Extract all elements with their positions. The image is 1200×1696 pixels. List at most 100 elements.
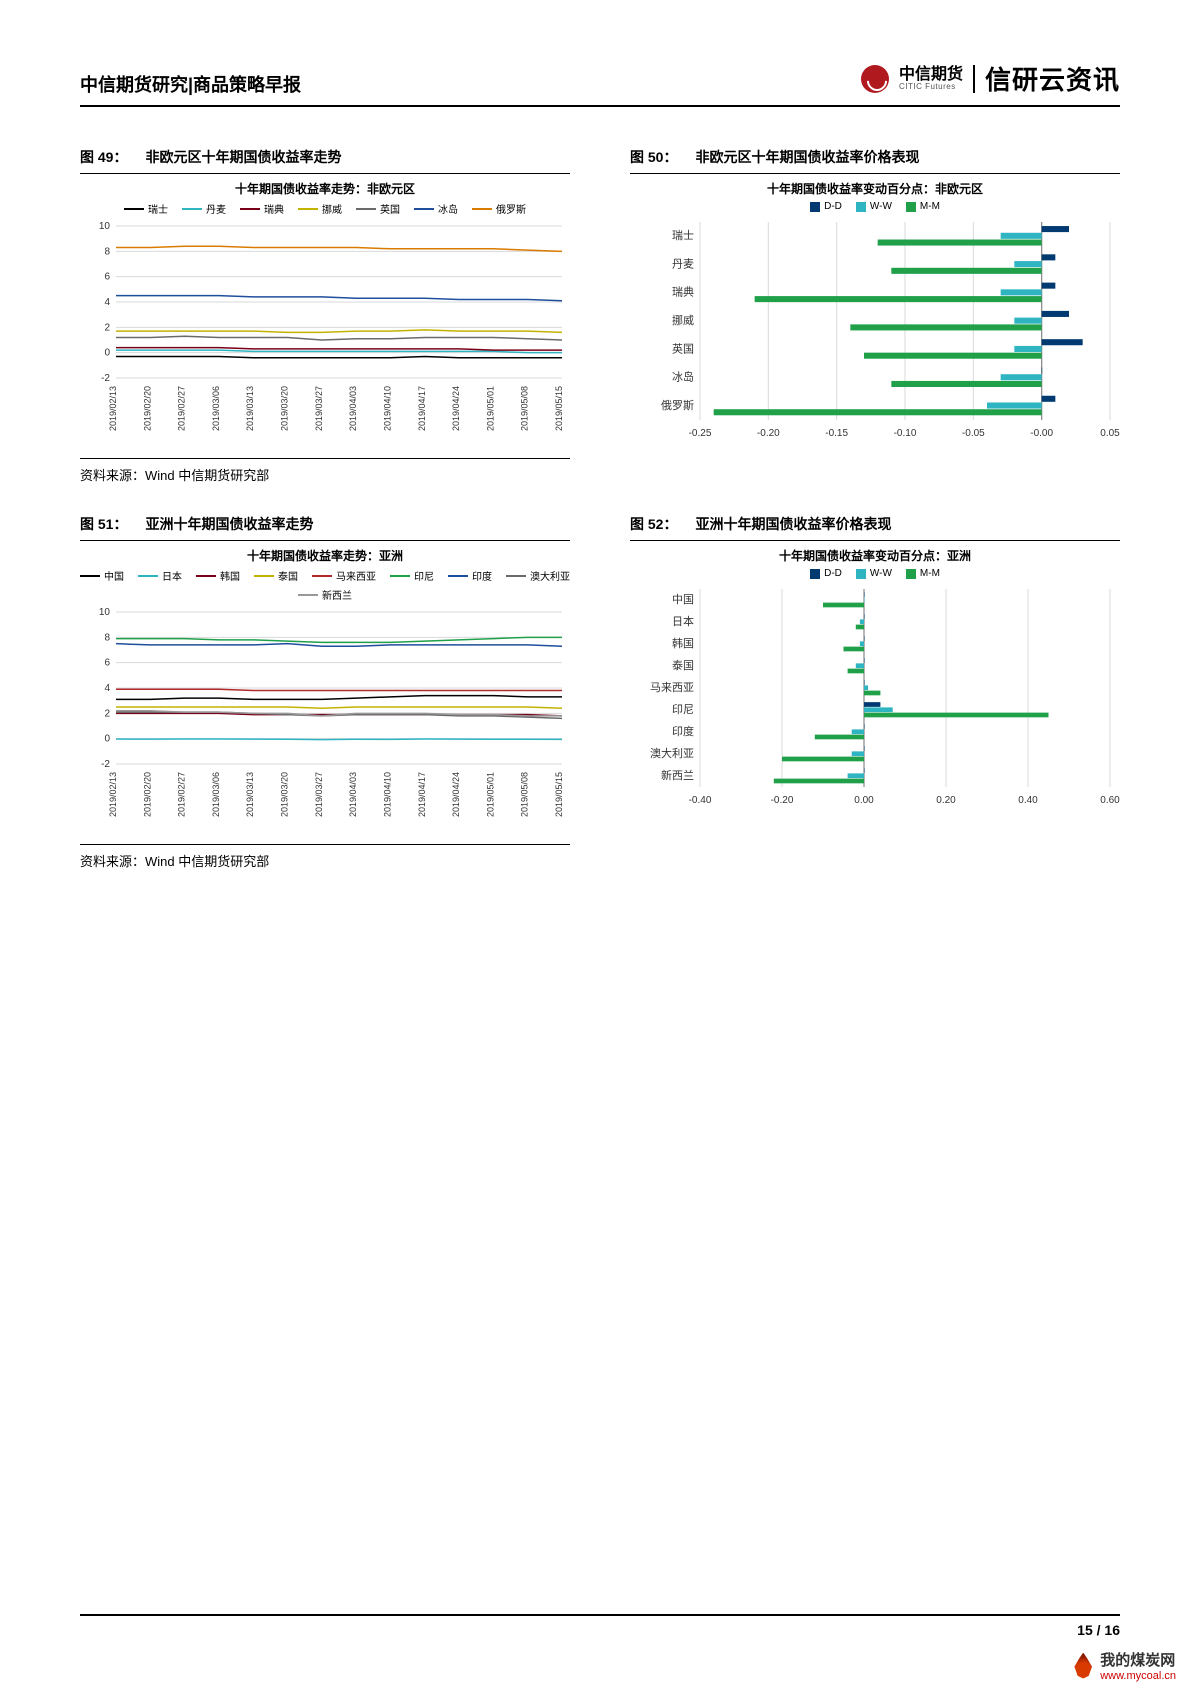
fig49-legend: 瑞士丹麦瑞典挪威英国冰岛俄罗斯 (80, 201, 570, 216)
svg-text:-0.20: -0.20 (771, 795, 794, 806)
charts-row-2: 图 51：亚洲十年期国债收益率走势 十年期国债收益率走势：亚洲 中国日本韩国泰国… (80, 514, 1120, 870)
svg-text:-2: -2 (101, 373, 110, 384)
svg-text:0: 0 (104, 348, 110, 359)
fig49-caption: 图 49：非欧元区十年期国债收益率走势 (80, 147, 570, 174)
svg-text:2019/03/13: 2019/03/13 (245, 772, 255, 817)
svg-text:4: 4 (104, 297, 110, 308)
svg-text:6: 6 (104, 272, 110, 283)
svg-text:4: 4 (104, 683, 110, 694)
svg-text:2019/05/01: 2019/05/01 (485, 386, 495, 431)
svg-text:0.40: 0.40 (1018, 795, 1038, 806)
fig52-block: 图 52：亚洲十年期国债收益率价格表现 十年期国债收益率变动百分点：亚洲 D-D… (630, 514, 1120, 870)
svg-text:2019/03/27: 2019/03/27 (314, 386, 324, 431)
svg-text:印尼: 印尼 (672, 703, 694, 716)
svg-text:冰岛: 冰岛 (672, 370, 694, 384)
svg-text:2019/03/13: 2019/03/13 (245, 386, 255, 431)
charts-row-1: 图 49：非欧元区十年期国债收益率走势 十年期国债收益率走势：非欧元区 瑞士丹麦… (80, 147, 1120, 484)
svg-text:-0.15: -0.15 (825, 428, 848, 439)
svg-text:2019/05/08: 2019/05/08 (520, 386, 530, 431)
svg-text:8: 8 (104, 632, 110, 643)
svg-text:2019/04/10: 2019/04/10 (382, 386, 392, 431)
fig52-caption: 图 52：亚洲十年期国债收益率价格表现 (630, 514, 1120, 541)
fig50-title: 十年期国债收益率变动百分点：非欧元区 (630, 180, 1120, 197)
svg-text:2019/03/06: 2019/03/06 (211, 386, 221, 431)
svg-text:2019/04/10: 2019/04/10 (382, 772, 392, 817)
fig49-source: 资料来源：Wind 中信期货研究部 (80, 458, 570, 484)
svg-text:2019/02/13: 2019/02/13 (108, 386, 118, 431)
svg-text:泰国: 泰国 (672, 658, 694, 672)
page-number: 15 / 16 (1077, 1622, 1120, 1638)
fig50-chart: -0.25 -0.20 -0.15 -0.10 -0.05 -0.00 0.05 瑞士丹麦瑞典… (630, 216, 1120, 446)
fig51-legend: 中国日本韩国泰国马来西亚印尼印度澳大利亚新西兰 (80, 568, 570, 602)
svg-text:印度: 印度 (672, 724, 694, 738)
svg-text:2019/04/03: 2019/04/03 (348, 386, 358, 431)
svg-text:2019/02/20: 2019/02/20 (142, 772, 152, 817)
separator-bar (973, 65, 975, 93)
svg-text:0.60: 0.60 (1100, 795, 1120, 806)
svg-text:2019/02/27: 2019/02/27 (177, 386, 187, 431)
svg-text:2019/03/06: 2019/03/06 (211, 772, 221, 817)
page-footer: 15 / 16 (80, 1614, 1120, 1638)
svg-text:新西兰: 新西兰 (661, 768, 694, 782)
svg-text:0.05: 0.05 (1100, 428, 1120, 439)
watermark: 我的煤炭网 www.mycoal.cn (1072, 1649, 1176, 1682)
svg-text:马来西亚: 马来西亚 (650, 681, 694, 694)
svg-text:2019/05/01: 2019/05/01 (485, 772, 495, 817)
svg-text:丹麦: 丹麦 (672, 257, 694, 270)
svg-text:中国: 中国 (672, 593, 694, 606)
header-title: 中信期货研究|商品策略早报 (80, 71, 301, 97)
svg-text:2019/05/15: 2019/05/15 (554, 772, 564, 817)
svg-text:2019/04/24: 2019/04/24 (451, 386, 461, 431)
fig50-caption: 图 50：非欧元区十年期国债收益率价格表现 (630, 147, 1120, 174)
fig49-block: 图 49：非欧元区十年期国债收益率走势 十年期国债收益率走势：非欧元区 瑞士丹麦… (80, 147, 570, 484)
fig52-legend: D-DW-WM-M (630, 568, 1120, 579)
fig51-title: 十年期国债收益率走势：亚洲 (80, 547, 570, 564)
svg-text:10: 10 (99, 607, 111, 618)
svg-text:10: 10 (99, 221, 111, 232)
svg-text:2019/02/13: 2019/02/13 (108, 772, 118, 817)
header-brand: 中信期货 CITIC Futures 信研云资讯 (861, 60, 1120, 97)
svg-text:-0.00: -0.00 (1030, 428, 1053, 439)
citic-label: 中信期货 CITIC Futures (899, 67, 963, 91)
fig49-title: 十年期国债收益率走势：非欧元区 (80, 180, 570, 197)
svg-text:2019/02/27: 2019/02/27 (177, 772, 187, 817)
svg-text:-0.05: -0.05 (962, 428, 985, 439)
svg-text:6: 6 (104, 658, 110, 669)
svg-text:-0.20: -0.20 (757, 428, 780, 439)
svg-text:2019/05/08: 2019/05/08 (520, 772, 530, 817)
svg-text:2019/03/27: 2019/03/27 (314, 772, 324, 817)
fig51-chart: -202468102019/02/132019/02/202019/02/272… (80, 606, 570, 836)
svg-text:2019/03/20: 2019/03/20 (280, 772, 290, 817)
fig52-chart: -0.40 -0.20 0.00 0.20 0.40 0.60 中国日本韩国泰国马来西亚印尼… (630, 583, 1120, 813)
svg-text:-0.10: -0.10 (894, 428, 917, 439)
svg-text:挪威: 挪威 (672, 313, 694, 327)
svg-text:8: 8 (104, 246, 110, 257)
svg-text:0.20: 0.20 (936, 795, 956, 806)
svg-text:2019/02/20: 2019/02/20 (142, 386, 152, 431)
citic-logo-icon (861, 65, 889, 93)
svg-text:日本: 日本 (672, 614, 694, 628)
svg-text:0.00: 0.00 (854, 795, 874, 806)
fig51-source: 资料来源：Wind 中信期货研究部 (80, 844, 570, 870)
fig49-chart: -202468102019/02/132019/02/202019/02/272… (80, 220, 570, 450)
svg-text:英国: 英国 (672, 341, 694, 355)
svg-text:瑞典: 瑞典 (672, 285, 694, 299)
svg-text:韩国: 韩国 (672, 636, 694, 650)
fig50-block: 图 50：非欧元区十年期国债收益率价格表现 十年期国债收益率变动百分点：非欧元区… (630, 147, 1120, 484)
svg-text:-0.25: -0.25 (689, 428, 712, 439)
svg-text:瑞士: 瑞士 (672, 228, 694, 242)
svg-text:2: 2 (104, 708, 110, 719)
svg-text:-0.40: -0.40 (689, 795, 712, 806)
svg-text:2019/04/17: 2019/04/17 (417, 386, 427, 431)
svg-text:2019/04/24: 2019/04/24 (451, 772, 461, 817)
svg-text:-2: -2 (101, 759, 110, 770)
page-header: 中信期货研究|商品策略早报 中信期货 CITIC Futures 信研云资讯 (80, 60, 1120, 107)
fig50-legend: D-DW-WM-M (630, 201, 1120, 212)
svg-text:2019/04/17: 2019/04/17 (417, 772, 427, 817)
svg-text:2019/05/15: 2019/05/15 (554, 386, 564, 431)
fig51-caption: 图 51：亚洲十年期国债收益率走势 (80, 514, 570, 541)
svg-text:澳大利亚: 澳大利亚 (650, 746, 694, 760)
fig51-block: 图 51：亚洲十年期国债收益率走势 十年期国债收益率走势：亚洲 中国日本韩国泰国… (80, 514, 570, 870)
product-name: 信研云资讯 (985, 60, 1120, 97)
fig52-title: 十年期国债收益率变动百分点：亚洲 (630, 547, 1120, 564)
